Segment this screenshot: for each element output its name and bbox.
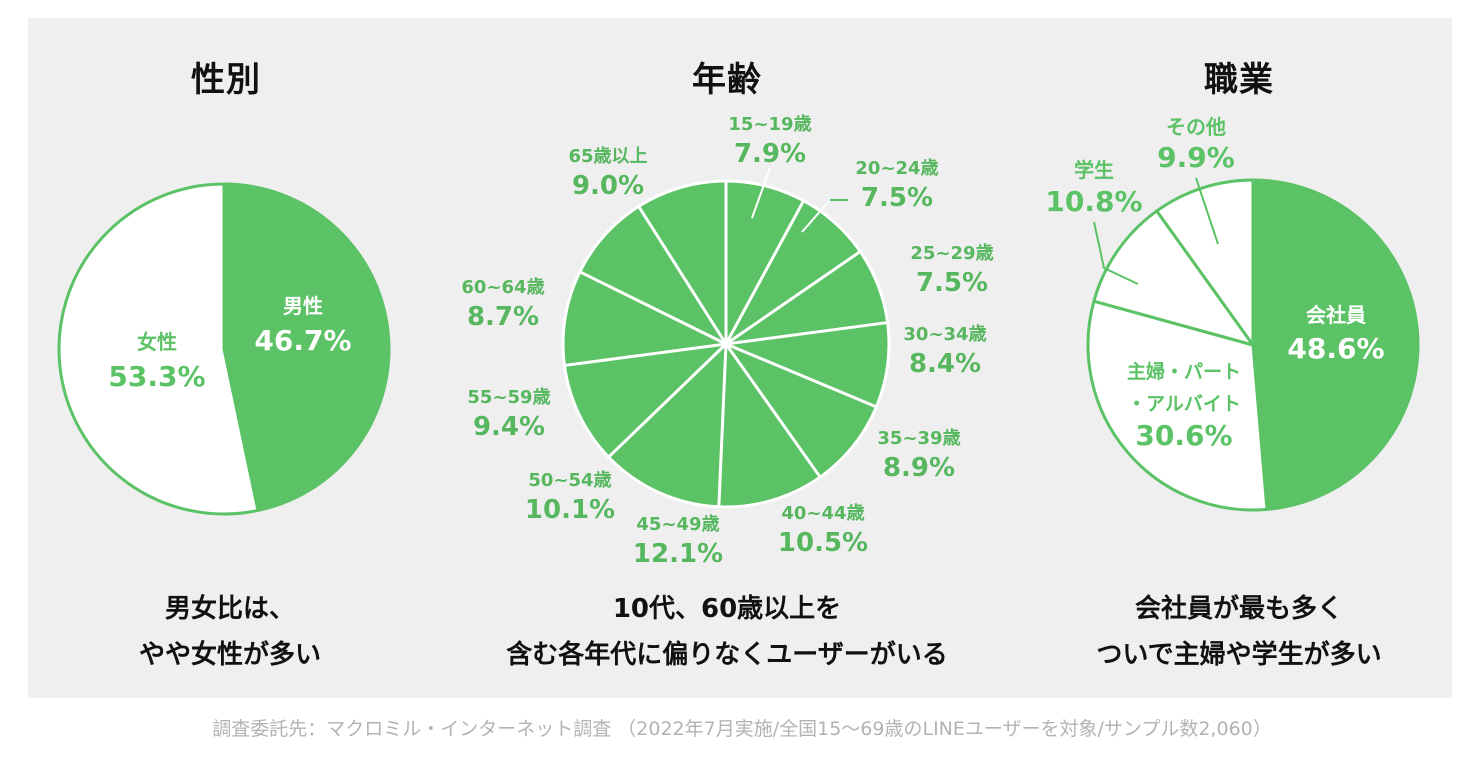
housewife-label-line-2: ・アルバイト xyxy=(1127,393,1241,415)
job-caption: 会社員が最も多く ついで主婦や学生が多い xyxy=(1064,586,1414,678)
other-label: その他 xyxy=(1166,115,1226,139)
student-value: 10.8% xyxy=(1045,185,1142,218)
age-value-3: 7.5% xyxy=(916,268,988,298)
male-label: 男性 xyxy=(283,294,323,318)
age-label-5: 35~39歳 xyxy=(877,428,960,449)
student-label: 学生 xyxy=(1074,158,1114,182)
gender-caption: 男女比は、 やや女性が多い xyxy=(80,586,380,678)
age-pie-divider-11 xyxy=(637,205,728,345)
age-pie-divider-3 xyxy=(725,250,862,346)
female-label: 女性 xyxy=(137,330,177,354)
age-title: 年齢 xyxy=(692,60,762,100)
housewife-value: 30.6% xyxy=(1135,419,1232,452)
age-pie-slice-4 xyxy=(726,322,889,407)
age-pie-slice-7 xyxy=(608,344,726,507)
age-value-11: 9.0% xyxy=(572,171,644,201)
gender-pie-slice-2 xyxy=(57,182,260,516)
age-label-8: 50~54歳 xyxy=(528,470,611,491)
age-label-1: 15~19歳 xyxy=(728,114,811,135)
age-caption-line-1: 10代、60歳以上を xyxy=(612,594,842,624)
age-value-4: 8.4% xyxy=(909,349,981,379)
survey-footnote: 調査委託先：マクロミル・インターネット調査 （2022年7月実施/全国15〜69… xyxy=(212,718,1272,740)
gender-title: 性別 xyxy=(191,60,261,100)
age-pie-divider-5 xyxy=(725,342,877,409)
age-pie-divider-2 xyxy=(724,199,805,345)
age-pie-divider-8 xyxy=(607,342,728,459)
age-pie-divider-7 xyxy=(717,343,728,507)
job-pie-slice-3 xyxy=(1092,209,1255,347)
gender-pie-chart: 男性 46.7% 女性 53.3% xyxy=(57,182,391,516)
age-pie-divider-4 xyxy=(725,321,888,346)
gender-caption-line-1: 男女比は、 xyxy=(164,594,295,624)
male-value: 46.7% xyxy=(254,324,351,357)
age-pie-divider-9 xyxy=(564,342,727,367)
female-value: 53.3% xyxy=(108,360,205,393)
age-pie-slice-6 xyxy=(718,344,821,508)
age-label-6: 40~44歳 xyxy=(781,503,864,524)
age-value-6: 10.5% xyxy=(778,528,868,558)
age-pie-slice-5 xyxy=(726,344,877,478)
employee-label: 会社員 xyxy=(1306,303,1366,327)
age-label-3: 25~29歳 xyxy=(910,243,993,264)
age-pie-slice-8 xyxy=(564,344,726,458)
age-value-5: 8.9% xyxy=(883,453,955,483)
employee-value: 48.6% xyxy=(1287,332,1384,365)
age-pie-slice-1 xyxy=(726,181,804,344)
age-pie-outline xyxy=(561,179,891,509)
age-pie-divider-6 xyxy=(724,343,822,478)
job-caption-line-1: 会社員が最も多く xyxy=(1134,594,1343,624)
job-title: 職業 xyxy=(1204,60,1274,100)
age-caption-line-2: 含む各年代に偏りなくユーザーがいる xyxy=(506,640,948,670)
age-pie-slice-11 xyxy=(638,181,726,344)
other-value: 9.9% xyxy=(1157,141,1235,174)
age-pie-slice-10 xyxy=(579,206,726,344)
age-label-2: 20~24歳 xyxy=(855,158,938,179)
age-caption: 10代、60歳以上を 含む各年代に偏りなくユーザーがいる xyxy=(450,586,1004,678)
student-leader xyxy=(1093,221,1139,285)
gender-caption-line-2: やや女性が多い xyxy=(138,640,321,670)
other-leader xyxy=(1195,177,1219,245)
age-value-1: 7.9% xyxy=(734,139,806,169)
age-value-7: 12.1% xyxy=(633,539,723,569)
age-pie-slice-9 xyxy=(563,271,726,366)
age-pie-chart: 15~19歳 7.9% 20~24歳 7.5% 25~29歳 7.5% 30~34歳 8.4%… xyxy=(461,114,993,569)
age-label-9: 55~59歳 xyxy=(467,387,550,408)
gender-pie-slice-1 xyxy=(222,182,391,512)
age-label-10: 60~64歳 xyxy=(461,277,544,298)
age-pie-slice-2 xyxy=(726,200,861,344)
age-pie-divider-10 xyxy=(579,270,727,346)
job-pie-slice-1 xyxy=(1251,178,1420,511)
age-leader-1 xyxy=(751,167,771,219)
age-value-2: 7.5% xyxy=(861,183,933,213)
job-caption-line-2: ついで主婦や学生が多い xyxy=(1096,640,1382,670)
age-pie-slice-3 xyxy=(726,251,888,344)
age-value-9: 9.4% xyxy=(473,412,545,442)
pie-charts: 男性 46.7% 女性 53.3% 15~19歳 7.9% 20~24歳 7.5% 25~29… xyxy=(57,114,1420,569)
age-value-8: 10.1% xyxy=(525,495,615,525)
age-label-7: 45~49歳 xyxy=(636,514,719,535)
age-label-4: 30~34歳 xyxy=(903,324,986,345)
job-pie-slice-2 xyxy=(1086,299,1269,512)
age-value-10: 8.7% xyxy=(467,302,539,332)
job-pie-slice-4 xyxy=(1155,178,1255,347)
housewife-label-line-1: 主婦・パート xyxy=(1127,360,1241,383)
age-label-11: 65歳以上 xyxy=(568,146,647,167)
